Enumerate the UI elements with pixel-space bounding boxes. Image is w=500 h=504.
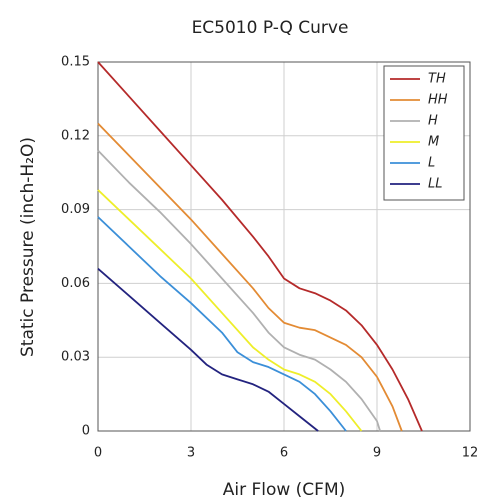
y-axis-label: Static Pressure (inch-H₂O): [18, 137, 38, 357]
x-tick-label: 3: [187, 446, 195, 461]
x-axis-label: Air Flow (CFM): [223, 480, 346, 500]
legend-label: L: [428, 156, 435, 171]
series-line: [97, 216, 347, 432]
legend-box: [383, 65, 465, 201]
legend-label: M: [428, 135, 439, 150]
legend-label: HH: [428, 93, 448, 108]
y-tick-label: 0.15: [61, 55, 90, 70]
series-line: [97, 61, 423, 432]
y-tick-label: 0.12: [61, 128, 90, 143]
x-tick-label: 6: [280, 446, 288, 461]
series-line: [97, 149, 381, 432]
x-tick-label: 0: [94, 446, 102, 461]
y-tick-label: 0.06: [61, 276, 90, 291]
x-tick-label: 12: [462, 446, 479, 461]
legend-label: H: [428, 114, 438, 129]
x-tick-label: 9: [373, 446, 381, 461]
chart-title: EC5010 P-Q Curve: [192, 18, 349, 38]
y-tick-label: 0: [82, 424, 90, 439]
y-tick-label: 0.09: [61, 202, 90, 217]
y-tick-label: 0.03: [61, 350, 90, 365]
series-line: [97, 189, 363, 432]
series-line: [97, 122, 403, 432]
series-line: [97, 267, 319, 432]
plot-frame: [97, 61, 471, 432]
legend-label: LL: [428, 177, 443, 192]
legend-label: TH: [428, 72, 446, 87]
